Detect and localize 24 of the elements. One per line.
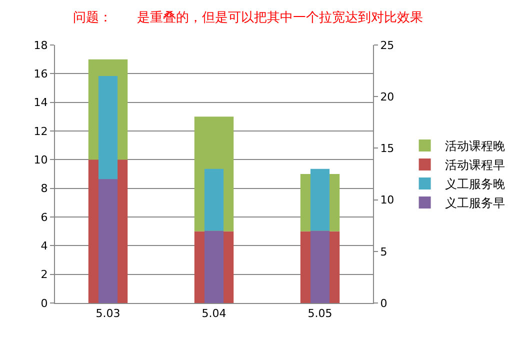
chart-title: 问题： 是重叠的，但是可以把其中一个拉宽达到对比效果 xyxy=(73,9,423,26)
y-tick-label: 18 xyxy=(34,38,48,52)
legend-label: 活动课程早 xyxy=(444,158,505,172)
y2-tick-label: 5 xyxy=(380,245,388,258)
y-tick-label: 14 xyxy=(34,96,48,110)
y2-tick-label: 20 xyxy=(380,90,394,104)
y-tick-label: 16 xyxy=(34,68,48,81)
y2-tick-label: 25 xyxy=(380,38,394,52)
x-tick-label: 5.03 xyxy=(96,307,120,320)
y2-tick-label: 10 xyxy=(380,194,394,207)
y-tick-label: 12 xyxy=(34,124,48,138)
legend-label: 义工服务晚 xyxy=(444,177,505,192)
y-tick-label: 0 xyxy=(40,296,48,310)
y2-tick-label: 15 xyxy=(380,142,394,156)
x-tick-label: 5.05 xyxy=(308,307,332,320)
y-tick-label: 10 xyxy=(34,154,48,167)
y-tick-label: 2 xyxy=(40,268,48,282)
y-tick-label: 4 xyxy=(40,240,48,253)
x-tick-label: 5.04 xyxy=(202,307,226,320)
legend-label: 活动课程晚 xyxy=(444,139,505,154)
legend-label: 义工服务早 xyxy=(444,196,505,210)
y-tick-label: 6 xyxy=(40,210,48,224)
y2-tick-label: 0 xyxy=(380,296,388,310)
y-tick-label: 8 xyxy=(40,182,48,196)
